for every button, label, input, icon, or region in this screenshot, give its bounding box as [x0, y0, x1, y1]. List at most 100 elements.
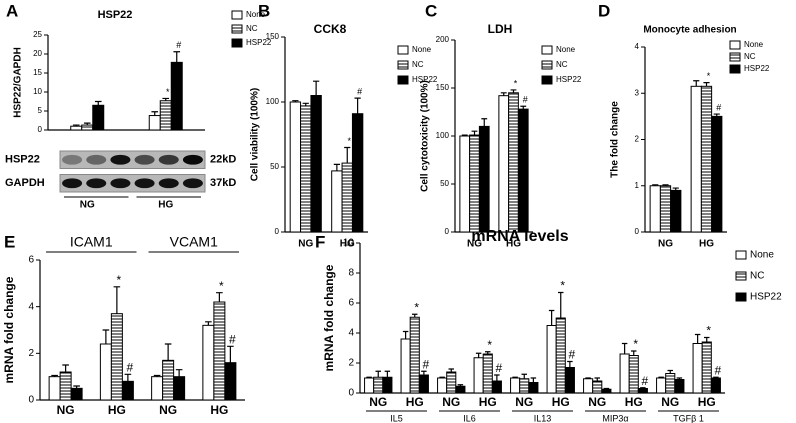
significance-marker: # — [176, 40, 181, 50]
bar — [670, 189, 682, 233]
bar — [48, 376, 61, 401]
bar — [213, 301, 226, 401]
bar — [418, 374, 429, 394]
error-bar — [461, 134, 468, 136]
blot-band — [62, 154, 83, 165]
blot-label: HSP22 — [5, 154, 40, 166]
error-bar — [567, 360, 573, 368]
bar — [649, 185, 661, 233]
y-tick-label: 6 — [348, 298, 354, 309]
error-bar — [485, 351, 491, 354]
error-bar — [354, 97, 361, 114]
x-tick-label: HG — [108, 403, 126, 417]
error-bar — [631, 350, 637, 356]
error-bar — [62, 364, 69, 372]
y-axis-label: mRNA fold change — [322, 264, 336, 371]
error-bar — [344, 146, 351, 164]
significance-marker: # — [715, 363, 722, 377]
x-tick-label: HG — [210, 403, 228, 417]
x-tick-label: NG — [369, 395, 387, 409]
y-tick-label: 0 — [28, 395, 34, 406]
y-tick-label: 100 — [266, 97, 280, 106]
legend-label: HSP22 — [744, 64, 770, 73]
error-bar — [375, 370, 381, 378]
panel-letter: E — [4, 232, 15, 251]
legend-swatch — [231, 24, 243, 34]
blot-size: 37kD — [210, 177, 236, 189]
bar — [81, 124, 94, 131]
bar — [92, 104, 105, 131]
error-bar — [640, 387, 646, 389]
y-tick-label: 5 — [38, 106, 43, 115]
chart-title: mRNA levels — [471, 228, 568, 245]
bar — [510, 377, 521, 394]
error-bar — [448, 368, 454, 372]
bar — [151, 376, 164, 401]
legend-label: HSP22 — [412, 75, 438, 84]
error-bar — [366, 376, 372, 378]
x-tick-label: NG — [57, 403, 75, 417]
blot-band — [86, 154, 107, 165]
y-tick-label: 1 — [635, 181, 640, 190]
bar — [437, 377, 448, 394]
bar — [224, 362, 237, 401]
bar — [564, 367, 575, 394]
y-tick-label: 200 — [436, 35, 450, 44]
blot-band — [62, 178, 83, 189]
bar — [637, 388, 648, 394]
legend-label: HSP22 — [750, 292, 782, 303]
bar — [400, 338, 411, 394]
bar — [341, 162, 353, 233]
error-bar — [662, 184, 669, 186]
bar — [373, 376, 384, 394]
significance-marker: * — [166, 87, 170, 97]
panel-letter: A — [6, 1, 18, 20]
legend-swatch — [729, 40, 741, 50]
panel-letter: B — [258, 1, 270, 20]
legend-swatch — [541, 45, 553, 55]
legend-swatch — [735, 292, 747, 302]
significance-marker: # — [642, 374, 649, 388]
bar — [121, 380, 134, 401]
blot-band — [110, 178, 131, 189]
chart-title: LDH — [488, 22, 513, 36]
bar — [478, 125, 490, 233]
significance-marker: * — [560, 279, 565, 293]
error-bar — [94, 100, 102, 106]
blot-band — [86, 178, 107, 189]
legend-label: HSP22 — [556, 75, 582, 84]
group-label: MIP3α — [602, 413, 628, 423]
error-bar — [713, 113, 720, 117]
y-tick-label: 15 — [33, 68, 42, 77]
y-tick-label: 0 — [635, 227, 640, 236]
legend-label: NC — [246, 24, 258, 33]
legend-swatch — [397, 60, 409, 70]
error-bar — [672, 187, 679, 191]
x-tick-label: NG — [515, 395, 533, 409]
panel-letter: F — [315, 232, 325, 251]
bar — [701, 341, 712, 394]
error-bar — [621, 342, 628, 354]
significance-marker: * — [414, 300, 419, 314]
error-bar — [703, 82, 710, 87]
blot-band — [182, 154, 203, 165]
error-bar — [412, 313, 418, 318]
error-bar — [558, 291, 564, 318]
group-label: IL6 — [463, 413, 476, 423]
x-tick-label: NG — [298, 239, 313, 250]
bar — [148, 115, 161, 131]
error-bar — [439, 376, 445, 378]
error-bar — [471, 130, 478, 136]
bar — [482, 353, 493, 394]
chart-title: HSP22 — [98, 9, 133, 21]
significance-marker: * — [487, 338, 492, 352]
bar — [659, 185, 672, 233]
y-tick-label: 4 — [28, 301, 34, 312]
y-tick-label: 2 — [348, 358, 354, 369]
x-tick-label: NG — [658, 239, 673, 250]
bar — [409, 316, 420, 394]
error-bar — [402, 330, 409, 339]
legend-label: None — [556, 45, 576, 54]
group-label: IL13 — [534, 413, 552, 423]
y-tick-label: 100 — [436, 131, 450, 140]
